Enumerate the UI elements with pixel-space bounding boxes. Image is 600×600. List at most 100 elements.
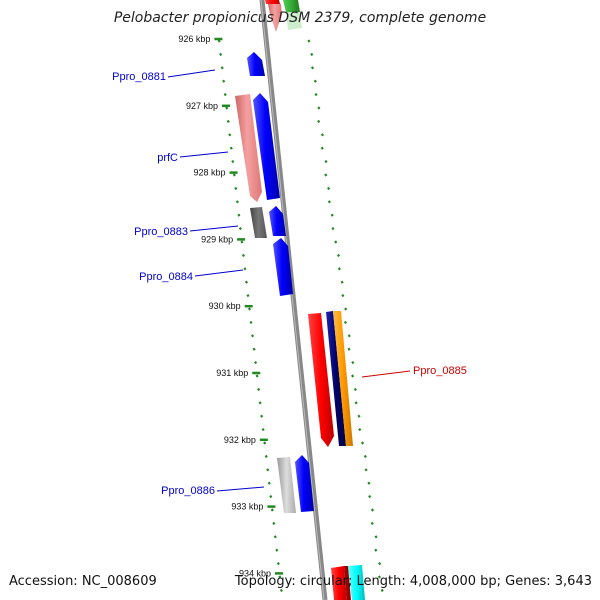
gene-features (235, 0, 365, 600)
gc-dot (252, 347, 256, 351)
genome-backbone (259, 0, 328, 600)
leader-ppro0883 (189, 225, 239, 232)
gc-dot (241, 253, 245, 257)
gc-dot (238, 227, 242, 231)
gc-dot (380, 588, 384, 592)
gene-label-ppro0881[interactable]: Ppro_0881 (112, 71, 166, 83)
gc-dot (317, 119, 321, 123)
gene-label-ppro0883[interactable]: Ppro_0883 (134, 226, 188, 238)
gc-dot (320, 133, 324, 137)
gc-dot (260, 414, 264, 418)
gc-dot (266, 468, 270, 472)
ruler-tick-label: 934 kbp (239, 568, 271, 578)
gc-dot (358, 428, 362, 432)
gc-dot (234, 186, 238, 190)
gc-dot (367, 481, 371, 485)
gc-dot (247, 307, 252, 311)
gc-dot (370, 508, 375, 512)
gene-label-ppro0886[interactable]: Ppro_0886 (161, 485, 215, 497)
gc-dot (246, 294, 250, 298)
gene-feature-ppro0886 (295, 455, 314, 512)
gc-dot (269, 495, 273, 499)
gc-dot (377, 575, 381, 579)
gc-dot (243, 267, 247, 271)
gc-dot (219, 52, 223, 56)
gc-dot (240, 240, 244, 244)
gc-dot (310, 52, 314, 56)
gc-dot (226, 119, 230, 123)
gene-feature-ppro0885 (308, 313, 334, 447)
ruler-tick-label: 930 kbp (209, 301, 241, 311)
gc-dot (244, 280, 249, 284)
gc-dot (310, 66, 315, 70)
gc-dot (223, 93, 227, 97)
accession-text: Accession: NC_008609 (9, 574, 157, 589)
gc-dot (222, 79, 226, 83)
gc-dot (255, 374, 259, 378)
gc-dot (276, 562, 280, 566)
gc-dot (267, 481, 271, 485)
gc-dot (220, 66, 224, 70)
gc-dot (270, 508, 274, 512)
gc-dot (334, 240, 338, 244)
gc-dot (360, 441, 365, 445)
leader-ppro0885 (361, 370, 411, 378)
ruler-tick-label: 927 kbp (186, 101, 218, 111)
gc-dot (237, 213, 241, 217)
gene-label-ppro0885[interactable]: Ppro_0885 (413, 365, 467, 377)
gc-dot (261, 428, 265, 432)
gene-feature-pink-prfc (235, 94, 262, 202)
ruler-tick-label: 933 kbp (231, 502, 263, 512)
gc-dot (263, 441, 267, 445)
gc-dot (378, 562, 382, 566)
ruler-tick-label: 932 kbp (224, 435, 256, 445)
gc-dot (357, 414, 361, 418)
gc-dot (351, 361, 355, 365)
ruler-ticks (214, 37, 283, 575)
gc-dot (374, 535, 378, 539)
gc-dot (307, 39, 311, 43)
gc-dot (324, 173, 328, 177)
gc-dot (273, 535, 277, 539)
gene-labels: Ppro_0881 prfC Ppro_0883 Ppro_0884 Ppro_… (112, 71, 467, 497)
gc-dot (330, 213, 334, 217)
gc-dot (347, 347, 351, 351)
gc-dot (337, 267, 341, 271)
gene-label-ppro0884[interactable]: Ppro_0884 (139, 271, 193, 283)
page-title: Pelobacter propionicus DSM 2379, complet… (113, 10, 487, 26)
gene-feature-ppro0883 (269, 206, 286, 236)
gc-dot (343, 320, 347, 324)
ruler-tick-labels: 926 kbp 927 kbp 928 kbp 929 kbp 930 kbp 931 k… (178, 34, 271, 578)
ruler-tick-label: 928 kbp (194, 168, 226, 178)
gc-dot (364, 468, 368, 472)
topology-text: Topology: circular; Length: 4,008,000 bp… (234, 574, 592, 589)
gc-dot (279, 588, 283, 592)
gene-label-prfc[interactable]: prfC (157, 152, 178, 164)
gene-feature-prfc (253, 93, 280, 200)
gc-dot (228, 133, 232, 137)
gene-feature-navy (326, 311, 346, 446)
leader-prfc (179, 151, 229, 158)
gc-dot (340, 280, 344, 284)
gc-dot (353, 387, 357, 391)
gc-dot (341, 294, 345, 298)
gc-dot (336, 253, 341, 257)
gc-dot (374, 548, 378, 552)
gene-feature-pink-top (268, 4, 282, 32)
gc-dot (324, 160, 328, 164)
ruler-tick-label: 931 kbp (216, 368, 248, 378)
gc-dot (232, 173, 236, 177)
gc-dot (257, 387, 261, 391)
gc-dot (327, 186, 331, 190)
ruler-tick-label: 929 kbp (201, 234, 233, 244)
gene-feature-ppro0886-silver (277, 457, 296, 513)
gc-dot (235, 200, 239, 204)
gc-dot (354, 401, 358, 405)
gc-dot (314, 93, 318, 97)
gene-label-leaders (167, 69, 411, 492)
gene-feature-ppro0884 (273, 238, 293, 296)
gene-feature-ppro0881 (247, 52, 265, 76)
genome-backbone-highlight (260, 0, 325, 600)
gc-dot (251, 334, 255, 338)
